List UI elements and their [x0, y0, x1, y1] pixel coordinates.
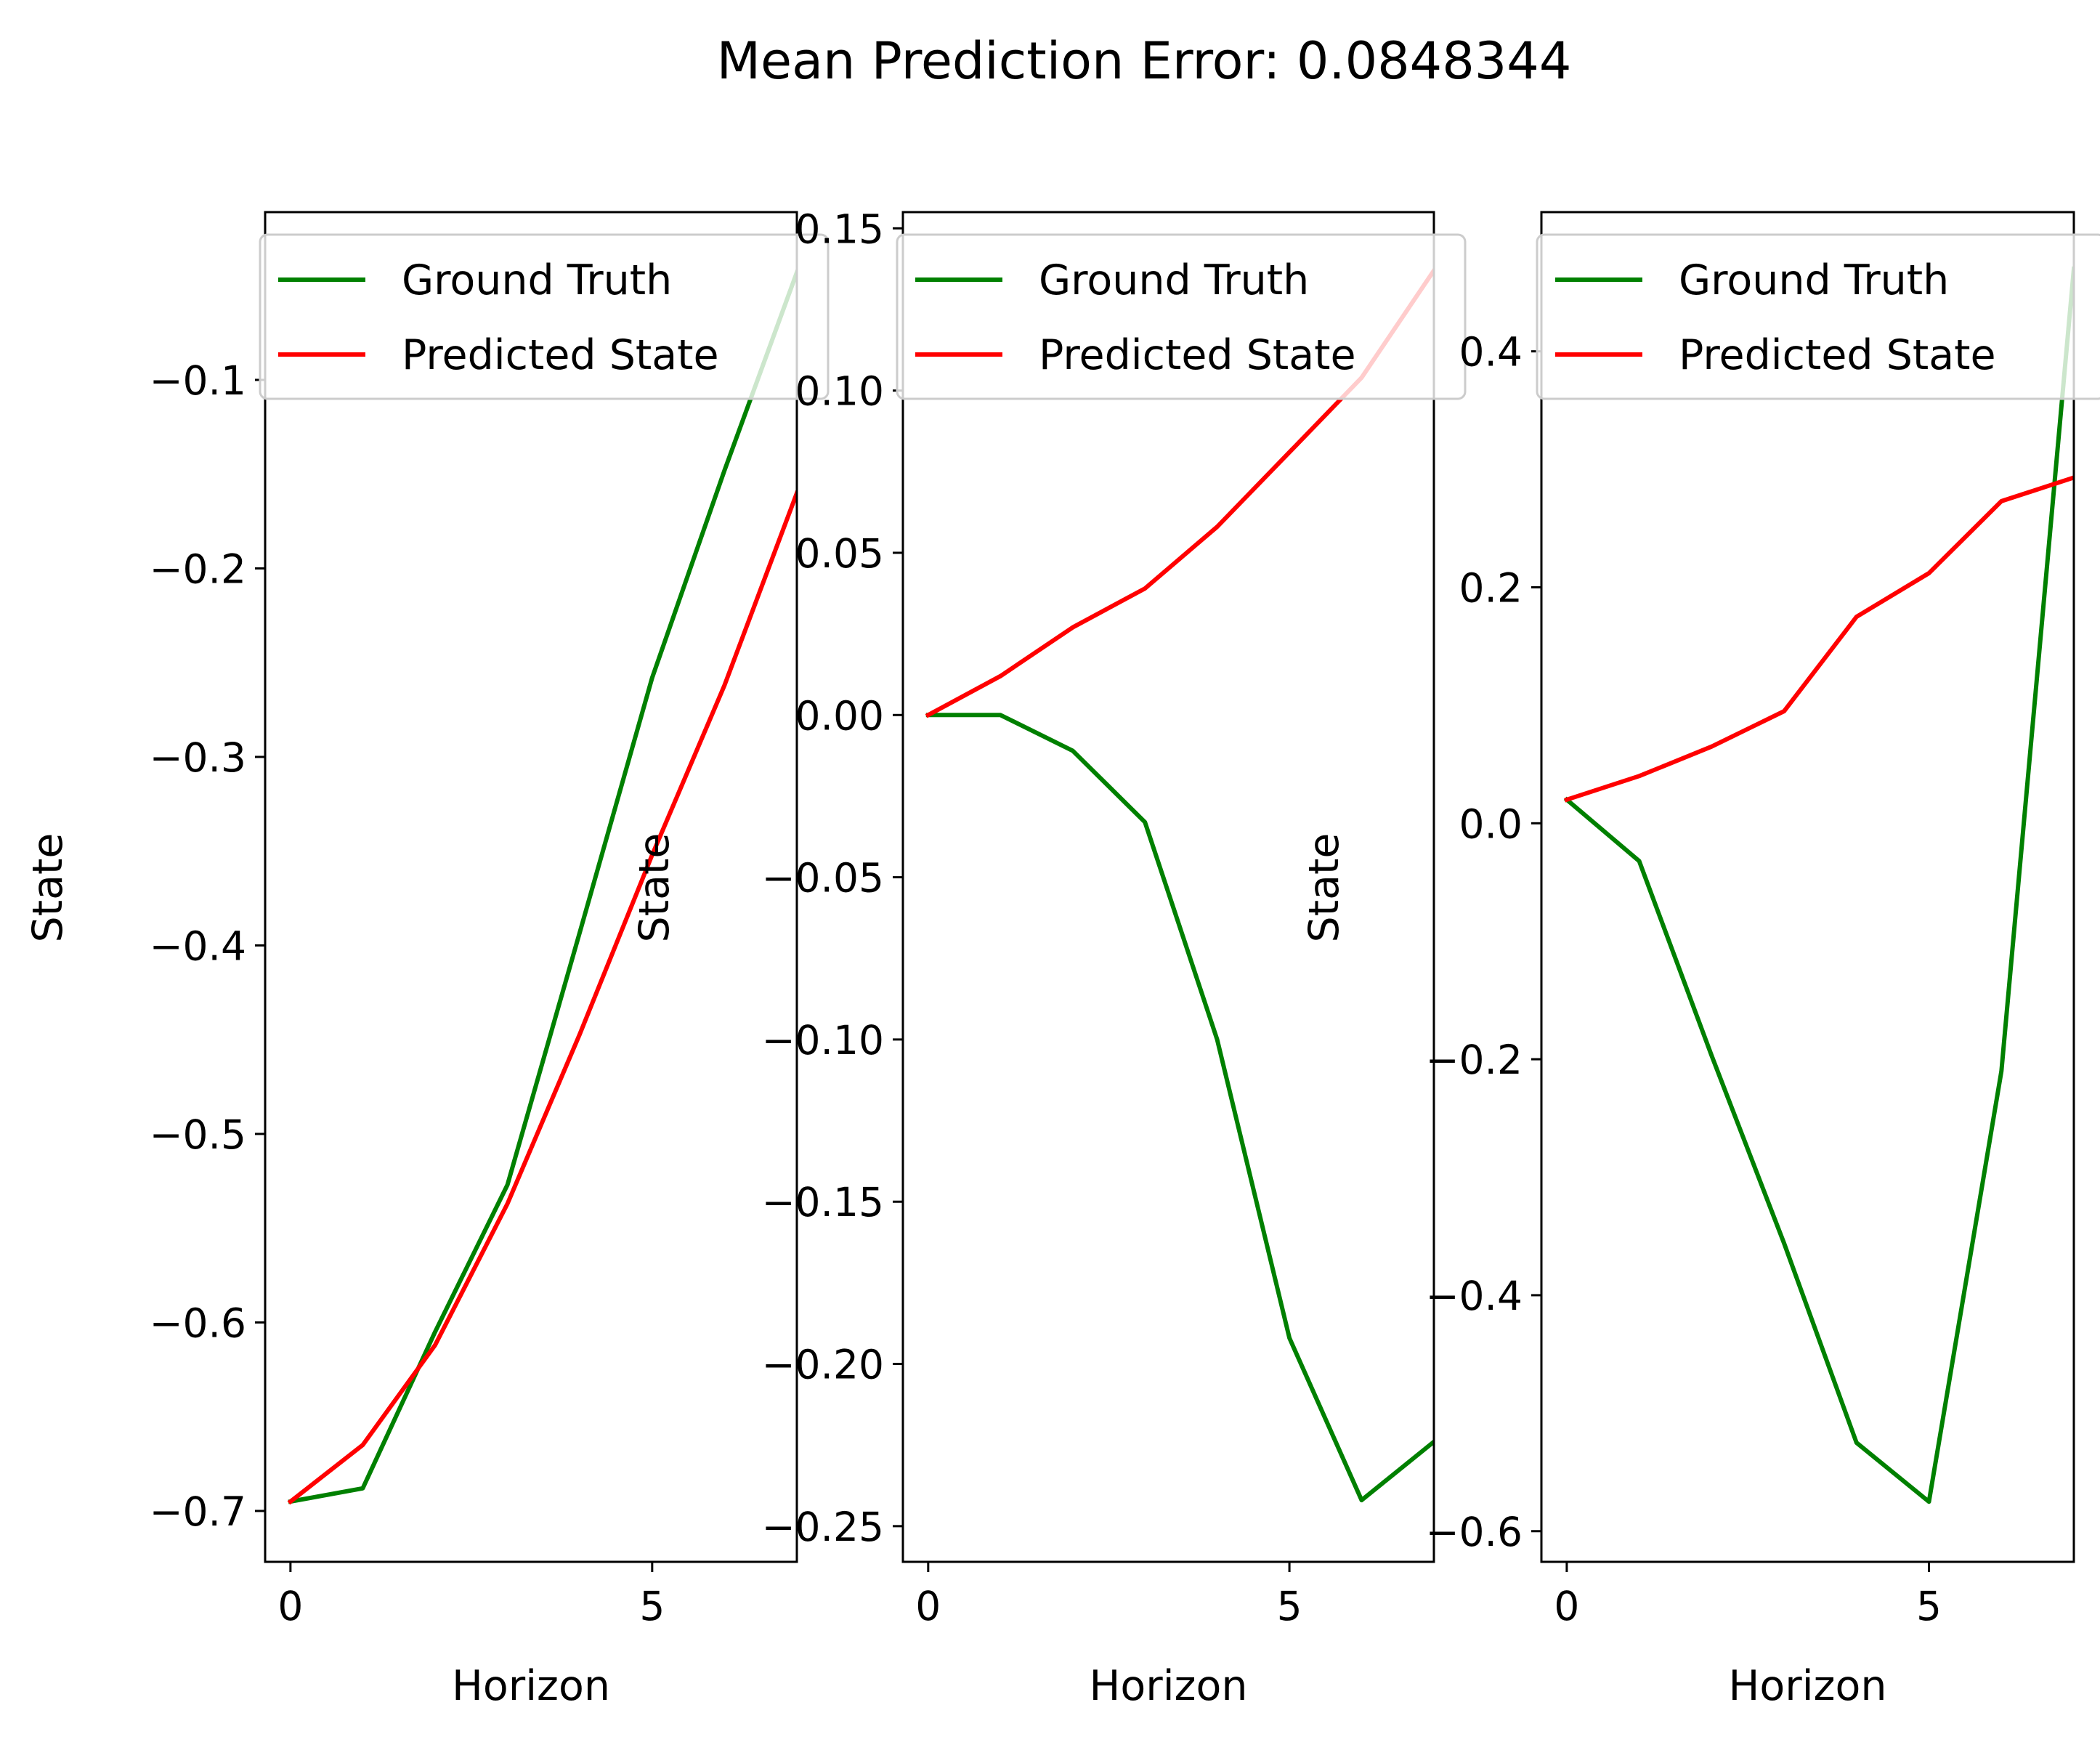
axes-frame	[1540, 211, 2075, 1563]
y-tick-label: −0.1	[149, 357, 246, 404]
series-line-ground-truth	[1563, 266, 2074, 1504]
series-line-ground-truth	[925, 713, 1434, 1503]
x-tick-label: 5	[639, 1583, 665, 1629]
y-axis-label: State	[631, 833, 678, 943]
series-lines	[1563, 266, 2074, 1504]
legend-box	[896, 233, 1467, 400]
y-tick-label: −0.20	[761, 1342, 884, 1388]
y-tick-label: −0.4	[1425, 1273, 1523, 1319]
y-tick-label: 0.0	[1459, 801, 1523, 847]
y-tick-label: −0.05	[761, 855, 884, 902]
subplot-1: 0 5 −0.7 −0.6 −0.5 −0.4 −0.3 −0.2 −0.1 Horizon Sta…	[24, 211, 830, 1710]
y-tick-label: −0.3	[149, 734, 246, 781]
y-tick-label: −0.7	[149, 1488, 246, 1535]
series-line-predicted-state	[1564, 475, 2074, 803]
subplot-2: 0 5 −0.25 −0.20 −0.15 −0.10 −0.05 0.00 0.05 0.10 0…	[631, 206, 1467, 1710]
y-tick-label: 0.05	[795, 530, 884, 577]
series-lines	[925, 267, 1434, 1503]
y-axis-label: State	[24, 833, 72, 943]
y-tick-label: 0.2	[1459, 564, 1523, 611]
y-tick-label: 0.15	[795, 206, 884, 252]
subplot-3: 0 5 −0.6 −0.4 −0.2 0.0 0.2 0.4 Horizon State Groun…	[1300, 211, 2100, 1710]
y-axis-label: State	[1300, 833, 1348, 943]
y-tick-label: 0.10	[795, 368, 884, 415]
y-tick-label: −0.5	[149, 1111, 246, 1158]
legend-label: Predicted State	[1039, 331, 1356, 379]
x-tick-label: 0	[1554, 1583, 1579, 1629]
x-tick-label: 0	[277, 1583, 303, 1629]
x-axis-label: Horizon	[1090, 1662, 1248, 1710]
y-tick-label: −0.6	[149, 1300, 246, 1346]
legend: Ground Truth Predicted State	[1536, 233, 2100, 400]
y-tick-label: 0.00	[795, 692, 884, 739]
x-tick-label: 5	[1916, 1583, 1942, 1629]
y-tick-label: −0.25	[761, 1504, 884, 1550]
legend-label: Ground Truth	[402, 256, 672, 304]
legend-label: Predicted State	[1679, 331, 1996, 379]
y-tick-label: −0.4	[149, 923, 246, 969]
axes-frame	[901, 211, 1435, 1563]
chart-title: Mean Prediction Error: 0.0848344	[717, 31, 1572, 91]
series-line-predicted-state	[287, 490, 797, 1505]
y-tick-label: −0.6	[1425, 1509, 1523, 1555]
y-tick-label: −0.2	[149, 546, 246, 592]
y-tick-label: 0.4	[1459, 329, 1523, 376]
legend-box	[1536, 233, 2100, 400]
y-tick-label: −0.10	[761, 1017, 884, 1064]
y-tick-label: −0.2	[1425, 1037, 1523, 1083]
x-tick-label: 0	[915, 1583, 941, 1629]
series-lines	[287, 270, 797, 1505]
legend-label: Predicted State	[402, 331, 719, 379]
x-tick-label: 5	[1277, 1583, 1302, 1629]
legend-label: Ground Truth	[1679, 256, 1949, 304]
y-tick-label: −0.15	[761, 1179, 884, 1226]
x-axis-label: Horizon	[452, 1662, 610, 1710]
x-axis-label: Horizon	[1729, 1662, 1887, 1710]
axes-frame	[264, 211, 798, 1563]
legend: Ground Truth Predicted State	[259, 233, 830, 400]
series-line-ground-truth	[288, 270, 797, 1504]
legend-box	[259, 233, 830, 400]
legend: Ground Truth Predicted State	[896, 233, 1467, 400]
legend-label: Ground Truth	[1039, 256, 1309, 304]
